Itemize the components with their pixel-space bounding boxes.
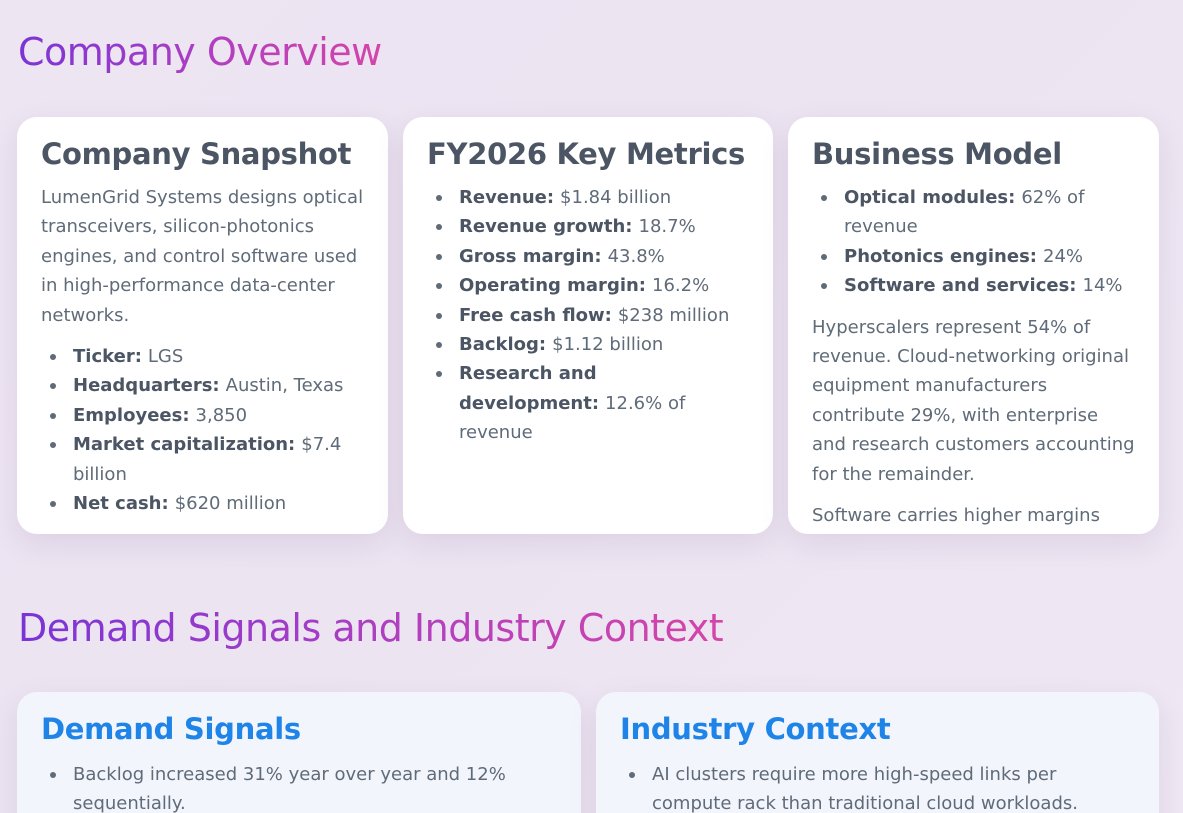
item-label: Free cash flow: [459,304,612,326]
list-item: Backlog: $1.12 billion [436,330,749,359]
item-label: Operating margin: [459,275,647,297]
item-label: Optical modules: [844,187,1016,208]
item-value: LGS [147,346,184,368]
item-value: 16.2% [652,275,710,297]
key-metrics-card: FY2026 Key Metrics Revenue: $1.84 billion… [403,117,773,534]
section-title-demand-signals: Demand Signals and Industry Context [18,606,724,650]
item-label: Market capitalization: [73,434,296,456]
item-value: 62% of revenue [844,187,1085,238]
item-value: $1.12 billion [552,334,664,356]
metrics-list: Revenue: $1.84 billion Revenue growth: 18.… [427,183,749,448]
list-item: AI clusters require more high-speed link… [629,760,1135,813]
list-item: Net cash: $620 million [50,489,364,518]
card-title: Company Snapshot [41,137,352,171]
software-margin-paragraph: Software carries higher margins but [812,505,1100,527]
item-value: Austin, Texas [225,375,344,397]
item-label: Net cash: [73,493,169,515]
list-item: Market capitalization: $7.4 billion [50,430,364,489]
customer-mix-paragraph: Hyperscalers represent 54% of revenue. C… [812,316,1135,485]
demand-signals-card: Demand Signals Backlog increased 31% yea… [17,692,581,813]
company-snapshot-card: Company Snapshot LumenGrid Systems desig… [17,117,388,534]
list-item: Software and services: 14% [821,271,1135,300]
revenue-mix-list: Optical modules: 62% of revenue Photonics… [812,183,1135,301]
item-value: 12.6% of revenue [459,392,686,444]
item-label: Employees: [73,404,190,426]
item-value: $238 million [617,304,730,326]
item-label: Ticker: [73,346,142,368]
item-label: Software and services: [844,275,1077,297]
company-description: LumenGrid Systems designs optical transc… [41,187,364,326]
item-value: $7.4 billion [73,434,342,485]
industry-list: AI clusters require more high-speed link… [620,760,1135,813]
list-item: Gross margin: 43.8% [436,242,749,271]
item-label: Headquarters: [73,375,220,397]
snapshot-list: Ticker: LGS Headquarters: Austin, Texas Em… [41,342,364,518]
item-value: 3,850 [195,404,248,426]
list-item: Operating margin: 16.2% [436,271,749,300]
card-title: Business Model [812,137,1062,171]
list-item: Photonics engines: 24% [821,242,1135,271]
list-item: Research and development: 12.6% of revenu… [436,359,749,447]
list-item: Employees: 3,850 [50,401,364,430]
item-value: $620 million [174,493,287,515]
item-value: 18.7% [638,216,696,238]
item-label: Revenue growth: [459,216,633,238]
business-model-card: Business Model Optical modules: 62% of re… [788,117,1159,534]
item-value: 24% [1043,245,1084,267]
item-value: $1.84 billion [560,187,672,208]
list-item: Free cash flow: $238 million [436,301,749,330]
item-label: Photonics engines: [844,245,1037,267]
item-value: 43.8% [607,245,665,267]
list-item: Headquarters: Austin, Texas [50,371,364,400]
item-value: 14% [1082,275,1123,297]
list-item: Ticker: LGS [50,342,364,371]
item-label: Research and development: [459,363,600,414]
list-item: Revenue: $1.84 billion [436,183,749,212]
card-title: FY2026 Key Metrics [427,137,745,171]
list-item: Revenue growth: 18.7% [436,212,749,241]
card-title: Industry Context [620,712,891,746]
industry-context-card: Industry Context AI clusters require mor… [596,692,1159,813]
item-label: Revenue: [459,187,555,208]
list-item: Optical modules: 62% of revenue [821,183,1135,242]
list-item: Backlog increased 31% year over year and… [50,760,557,813]
card-title: Demand Signals [41,712,301,746]
item-label: Gross margin: [459,245,602,267]
item-label: Backlog: [459,334,547,356]
demand-list: Backlog increased 31% year over year and… [41,760,557,813]
section-title-company-overview: Company Overview [18,30,382,74]
